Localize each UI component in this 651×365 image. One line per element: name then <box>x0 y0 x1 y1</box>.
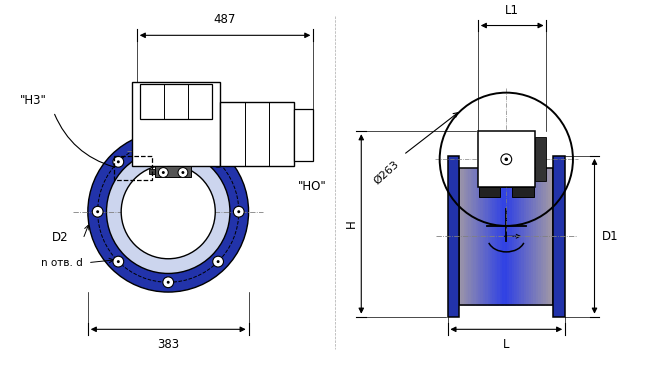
Polygon shape <box>148 169 156 174</box>
Circle shape <box>505 158 508 161</box>
Circle shape <box>501 154 512 165</box>
Polygon shape <box>220 102 294 166</box>
Circle shape <box>217 260 219 263</box>
Text: "НО": "НО" <box>298 180 326 193</box>
Circle shape <box>182 171 184 174</box>
Circle shape <box>92 206 103 217</box>
Polygon shape <box>132 82 220 166</box>
Circle shape <box>163 136 174 146</box>
Circle shape <box>162 171 165 174</box>
Polygon shape <box>478 131 534 187</box>
Polygon shape <box>140 84 212 119</box>
Polygon shape <box>459 168 553 305</box>
Circle shape <box>233 206 244 217</box>
Circle shape <box>88 131 249 292</box>
Text: L1: L1 <box>505 4 519 17</box>
Circle shape <box>96 210 99 213</box>
Circle shape <box>158 168 168 177</box>
Polygon shape <box>534 137 546 181</box>
Polygon shape <box>447 156 459 316</box>
Text: D2: D2 <box>51 231 68 244</box>
Circle shape <box>163 277 174 288</box>
Circle shape <box>113 256 124 267</box>
Text: n отв. d: n отв. d <box>41 258 83 268</box>
Circle shape <box>113 157 124 167</box>
Polygon shape <box>156 166 191 177</box>
Circle shape <box>238 210 240 213</box>
Circle shape <box>121 165 215 259</box>
Polygon shape <box>479 170 534 197</box>
Circle shape <box>117 260 120 263</box>
Circle shape <box>117 160 120 163</box>
Text: Ø263: Ø263 <box>372 159 401 186</box>
Polygon shape <box>553 156 565 316</box>
Polygon shape <box>294 109 313 161</box>
Text: 383: 383 <box>157 338 179 351</box>
Circle shape <box>178 168 187 177</box>
Circle shape <box>167 281 170 284</box>
Circle shape <box>217 160 219 163</box>
Text: D1: D1 <box>602 230 619 243</box>
Circle shape <box>107 150 230 273</box>
Text: 487: 487 <box>214 14 236 27</box>
Circle shape <box>167 140 170 143</box>
Polygon shape <box>167 166 180 170</box>
Text: "Н3": "Н3" <box>20 94 47 107</box>
Text: L: L <box>503 338 510 351</box>
Circle shape <box>213 157 223 167</box>
Polygon shape <box>501 168 512 170</box>
Text: H: H <box>345 220 358 228</box>
Circle shape <box>213 256 223 267</box>
